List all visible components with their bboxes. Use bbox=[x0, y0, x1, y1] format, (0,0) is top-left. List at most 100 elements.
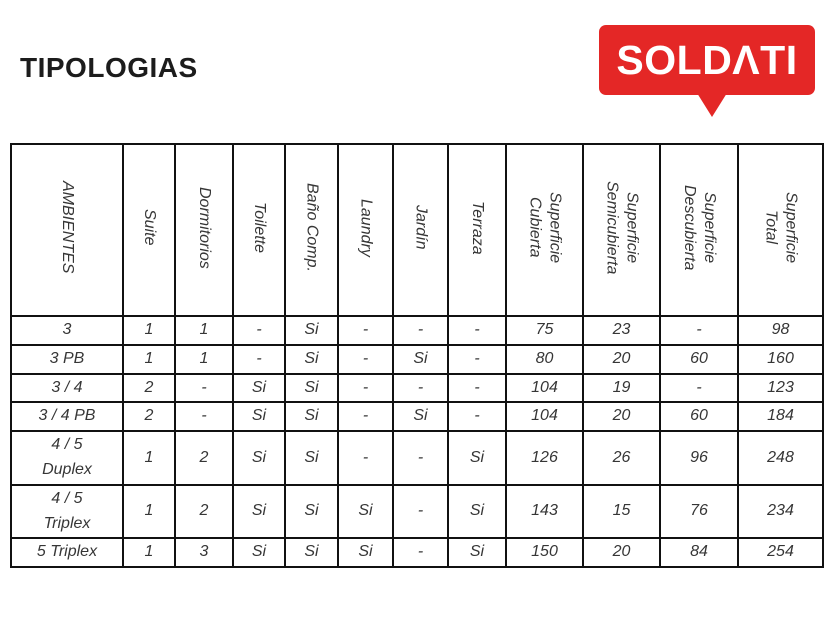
value-cell: - bbox=[659, 372, 739, 404]
row-label-cell: 3 / 4 PB bbox=[10, 401, 124, 433]
column-header-label: Superficie Descubierta bbox=[681, 184, 718, 271]
value-cell: 20 bbox=[582, 343, 661, 375]
value-cell: 143 bbox=[505, 483, 584, 540]
value-cell: Si bbox=[337, 483, 394, 540]
value-cell: 23 bbox=[582, 315, 661, 346]
column-header-label: Dormitorios bbox=[196, 186, 213, 269]
value-cell: 19 bbox=[582, 372, 661, 404]
row-label-cell: 4 / 5 Triplex bbox=[10, 483, 124, 540]
value-cell: - bbox=[392, 537, 449, 569]
value-cell: Si bbox=[284, 430, 339, 486]
value-cell: - bbox=[392, 315, 449, 346]
row-label-cell: 4 / 5 Duplex bbox=[10, 430, 124, 486]
value-cell: Si bbox=[284, 401, 339, 433]
value-cell: Si bbox=[392, 343, 449, 375]
table-row: 3 1 1- Si - - -75 23-98 bbox=[10, 315, 824, 346]
row-label-cell: 3 PB bbox=[10, 343, 124, 375]
page-header: TIPOLOGIAS SOLDΛTI bbox=[0, 0, 840, 140]
page-title: TIPOLOGIAS bbox=[20, 52, 198, 83]
value-cell: 248 bbox=[737, 430, 824, 486]
value-cell: 1 bbox=[174, 343, 234, 375]
value-cell: - bbox=[174, 372, 234, 404]
value-cell: 84 bbox=[659, 537, 739, 569]
logo-box: SOLDΛTI bbox=[599, 25, 815, 95]
value-cell: 76 bbox=[659, 483, 739, 540]
value-cell: 2 bbox=[122, 372, 176, 404]
value-cell: 2 bbox=[174, 483, 234, 540]
column-header-label: AMBIENTES bbox=[59, 181, 76, 274]
value-cell: 104 bbox=[505, 401, 584, 433]
value-cell: 1 bbox=[122, 343, 176, 375]
value-cell: - bbox=[392, 483, 449, 540]
value-cell: 123 bbox=[737, 372, 824, 404]
table-row: 4 / 5 Triplex 1 2 Si Si Si - Si 143 15 76 234 bbox=[10, 483, 824, 540]
value-cell: 60 bbox=[659, 401, 739, 433]
value-cell: Si bbox=[232, 483, 286, 540]
table-row: 3 / 4 2- Si Si - - -104 19-123 bbox=[10, 372, 824, 404]
value-cell: 104 bbox=[505, 372, 584, 404]
table-row: 3 PB 1 1- Si - Si -80 20 60 160 bbox=[10, 343, 824, 375]
value-cell: 254 bbox=[737, 537, 824, 569]
value-cell: 15 bbox=[582, 483, 661, 540]
value-cell: 20 bbox=[582, 401, 661, 433]
value-cell: - bbox=[337, 372, 394, 404]
column-header-label: Suite bbox=[141, 209, 158, 246]
value-cell: Si bbox=[284, 483, 339, 540]
column-header-label: Superficie Cubierta bbox=[526, 191, 564, 264]
value-cell: 234 bbox=[737, 483, 824, 540]
column-header: Jardín bbox=[392, 143, 449, 317]
table-row: 4 / 5 Duplex 1 2 Si Si - - Si 126 26 96 248 bbox=[10, 430, 824, 486]
column-header-label: Baño Comp. bbox=[303, 183, 321, 272]
value-cell: 98 bbox=[737, 315, 824, 346]
value-cell: - bbox=[659, 315, 739, 346]
value-cell: Si bbox=[447, 430, 507, 486]
value-cell: - bbox=[337, 430, 394, 486]
value-cell: 1 bbox=[122, 315, 176, 346]
value-cell: 150 bbox=[505, 537, 584, 569]
value-cell: - bbox=[447, 343, 507, 375]
value-cell: - bbox=[337, 315, 394, 346]
column-header: Superficie Cubierta bbox=[505, 143, 584, 317]
value-cell: 96 bbox=[659, 430, 739, 486]
value-cell: Si bbox=[232, 401, 286, 433]
value-cell: Si bbox=[232, 537, 286, 569]
value-cell: 26 bbox=[582, 430, 661, 486]
value-cell: - bbox=[392, 430, 449, 486]
column-header-label: Jardín bbox=[412, 205, 430, 250]
value-cell: 1 bbox=[122, 430, 176, 486]
typologies-table: AMBIENTES Suite Dormitorios Toilette Baño Co… bbox=[10, 143, 824, 569]
value-cell: Si bbox=[284, 343, 339, 375]
logo-speech-tail bbox=[697, 93, 727, 117]
column-header: Dormitorios bbox=[174, 143, 234, 317]
soldati-logo: SOLDΛTI bbox=[599, 25, 815, 125]
column-header: Laundry bbox=[337, 143, 394, 317]
value-cell: Si bbox=[232, 372, 286, 404]
column-header: Baño Comp. bbox=[284, 143, 339, 317]
logo-text: SOLDΛTI bbox=[616, 36, 798, 83]
value-cell: 2 bbox=[122, 401, 176, 433]
value-cell: 80 bbox=[505, 343, 584, 375]
value-cell: - bbox=[174, 401, 234, 433]
column-header: Toilette bbox=[232, 143, 286, 317]
value-cell: - bbox=[447, 401, 507, 433]
column-header-label: Superficie Semicubierta bbox=[603, 180, 641, 275]
column-header: Superficie Semicubierta bbox=[582, 143, 661, 317]
value-cell: - bbox=[337, 401, 394, 433]
value-cell: 1 bbox=[122, 537, 176, 569]
value-cell: 75 bbox=[505, 315, 584, 346]
value-cell: - bbox=[392, 372, 449, 404]
value-cell: Si bbox=[284, 315, 339, 346]
value-cell: Si bbox=[447, 483, 507, 540]
value-cell: - bbox=[447, 315, 507, 346]
column-header-label: Toilette bbox=[251, 202, 268, 253]
value-cell: - bbox=[232, 343, 286, 375]
value-cell: 60 bbox=[659, 343, 739, 375]
value-cell: - bbox=[447, 372, 507, 404]
value-cell: Si bbox=[284, 372, 339, 404]
value-cell: 160 bbox=[737, 343, 824, 375]
row-label-cell: 5 Triplex bbox=[10, 537, 124, 569]
column-header-label: Laundry bbox=[357, 198, 375, 257]
value-cell: 126 bbox=[505, 430, 584, 486]
value-cell: Si bbox=[232, 430, 286, 486]
value-cell: 1 bbox=[174, 315, 234, 346]
